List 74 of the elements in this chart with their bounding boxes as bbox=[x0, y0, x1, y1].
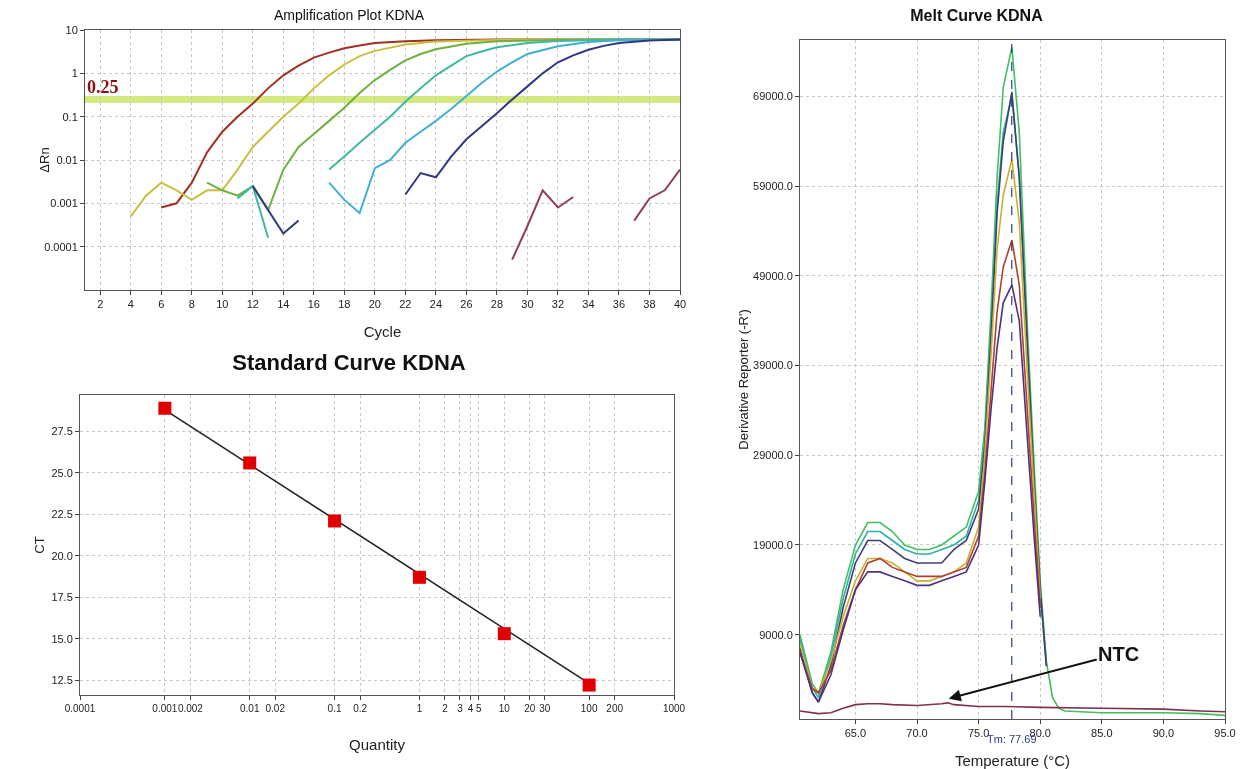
y-tick-label: 10 bbox=[65, 23, 78, 36]
y-tick-label: 25.0 bbox=[51, 466, 73, 479]
y-tick-label: 17.5 bbox=[51, 591, 73, 604]
x-tick-label: 10 bbox=[216, 298, 229, 311]
x-tick-label: 26 bbox=[460, 298, 473, 311]
x-tick-label: 4 bbox=[127, 298, 134, 311]
x-axis-title: Cycle bbox=[363, 323, 402, 340]
x-tick-label: 0.1 bbox=[327, 703, 342, 714]
x-tick-label: 0.01 bbox=[239, 703, 260, 714]
ref-line-label: 0.25 bbox=[87, 77, 119, 97]
y-tick-label: 0.001 bbox=[50, 197, 78, 210]
x-tick-label: 30 bbox=[521, 298, 534, 311]
x-tick-label: 14 bbox=[277, 298, 290, 311]
y-tick-label: 15.0 bbox=[51, 632, 73, 645]
x-tick-label: 20 bbox=[368, 298, 381, 311]
x-tick-label: 30 bbox=[539, 703, 551, 714]
x-tick-label: 0.02 bbox=[265, 703, 286, 714]
x-tick-label: 38 bbox=[643, 298, 656, 311]
x-tick-label: 1000 bbox=[662, 703, 686, 714]
x-tick-label: 100 bbox=[580, 703, 598, 714]
y-tick-label: 0.1 bbox=[62, 110, 78, 123]
y-tick-label: 20.0 bbox=[51, 549, 73, 562]
x-tick-label: 32 bbox=[551, 298, 565, 311]
x-tick-label: 5 bbox=[475, 703, 482, 714]
x-tick-label: 36 bbox=[612, 298, 626, 311]
x-tick-label: 1 bbox=[416, 703, 423, 714]
x-tick-label: 28 bbox=[490, 298, 504, 311]
x-tick-label: 20 bbox=[524, 703, 536, 714]
chart-title: Amplification Plot KDNA bbox=[273, 6, 425, 23]
x-tick-label: 4 bbox=[467, 703, 474, 714]
x-tick-label: 95.0 bbox=[1214, 727, 1236, 740]
x-tick-label: 85.0 bbox=[1091, 727, 1113, 740]
y-tick-label: 29000.0 bbox=[753, 449, 793, 462]
x-tick-label: 18 bbox=[338, 298, 351, 311]
y-tick-label: 69000.0 bbox=[753, 90, 793, 103]
x-tick-label: 2 bbox=[442, 703, 449, 714]
x-tick-label: 90.0 bbox=[1152, 727, 1175, 740]
x-tick-label: 0.001 bbox=[152, 703, 178, 714]
x-tick-label: 24 bbox=[429, 298, 443, 311]
x-axis-title: Temperature (°C) bbox=[954, 752, 1071, 769]
x-tick-label: 2 bbox=[97, 298, 104, 311]
y-tick-label: 9000.0 bbox=[759, 628, 793, 641]
x-tick-label: 200 bbox=[606, 703, 624, 714]
y-tick-label: 1 bbox=[71, 67, 78, 80]
y-tick-label: 19000.0 bbox=[753, 538, 793, 551]
x-tick-label: 65.0 bbox=[844, 727, 867, 740]
y-tick-label: 27.5 bbox=[51, 425, 73, 438]
x-tick-label: 0.002 bbox=[177, 703, 204, 714]
y-axis-title: Derivative Reporter (-R') bbox=[736, 309, 752, 450]
chart-title: Melt Curve KDNA bbox=[910, 7, 1044, 25]
x-tick-label: 8 bbox=[188, 298, 195, 311]
y-tick-label: 49000.0 bbox=[753, 269, 793, 282]
x-tick-label: 16 bbox=[307, 298, 320, 311]
y-tick-label: 59000.0 bbox=[753, 180, 793, 193]
x-axis-title: Quantity bbox=[349, 736, 406, 753]
x-tick-label: 12 bbox=[246, 298, 259, 311]
x-tick-label: 75.0 bbox=[967, 727, 990, 740]
x-tick-label: 0.2 bbox=[353, 703, 368, 714]
x-tick-label: 22 bbox=[399, 298, 412, 311]
x-tick-label: 70.0 bbox=[906, 727, 928, 740]
x-tick-label: 40 bbox=[673, 298, 687, 311]
x-tick-label: 3 bbox=[457, 703, 464, 714]
x-tick-label: 6 bbox=[158, 298, 165, 311]
y-tick-label: 0.01 bbox=[56, 153, 78, 166]
x-tick-label: 10 bbox=[498, 703, 511, 714]
y-axis-title: CT bbox=[32, 536, 47, 554]
y-axis-title: ΔRn bbox=[37, 147, 52, 173]
chart-title: Standard Curve KDNA bbox=[232, 350, 466, 376]
x-tick-label: 34 bbox=[582, 298, 595, 311]
y-tick-label: 39000.0 bbox=[753, 359, 793, 372]
annotation: NTC bbox=[1098, 643, 1140, 665]
y-tick-label: 12.5 bbox=[51, 673, 73, 686]
y-tick-label: 22.5 bbox=[51, 508, 73, 521]
y-tick-label: 0.0001 bbox=[44, 240, 78, 253]
